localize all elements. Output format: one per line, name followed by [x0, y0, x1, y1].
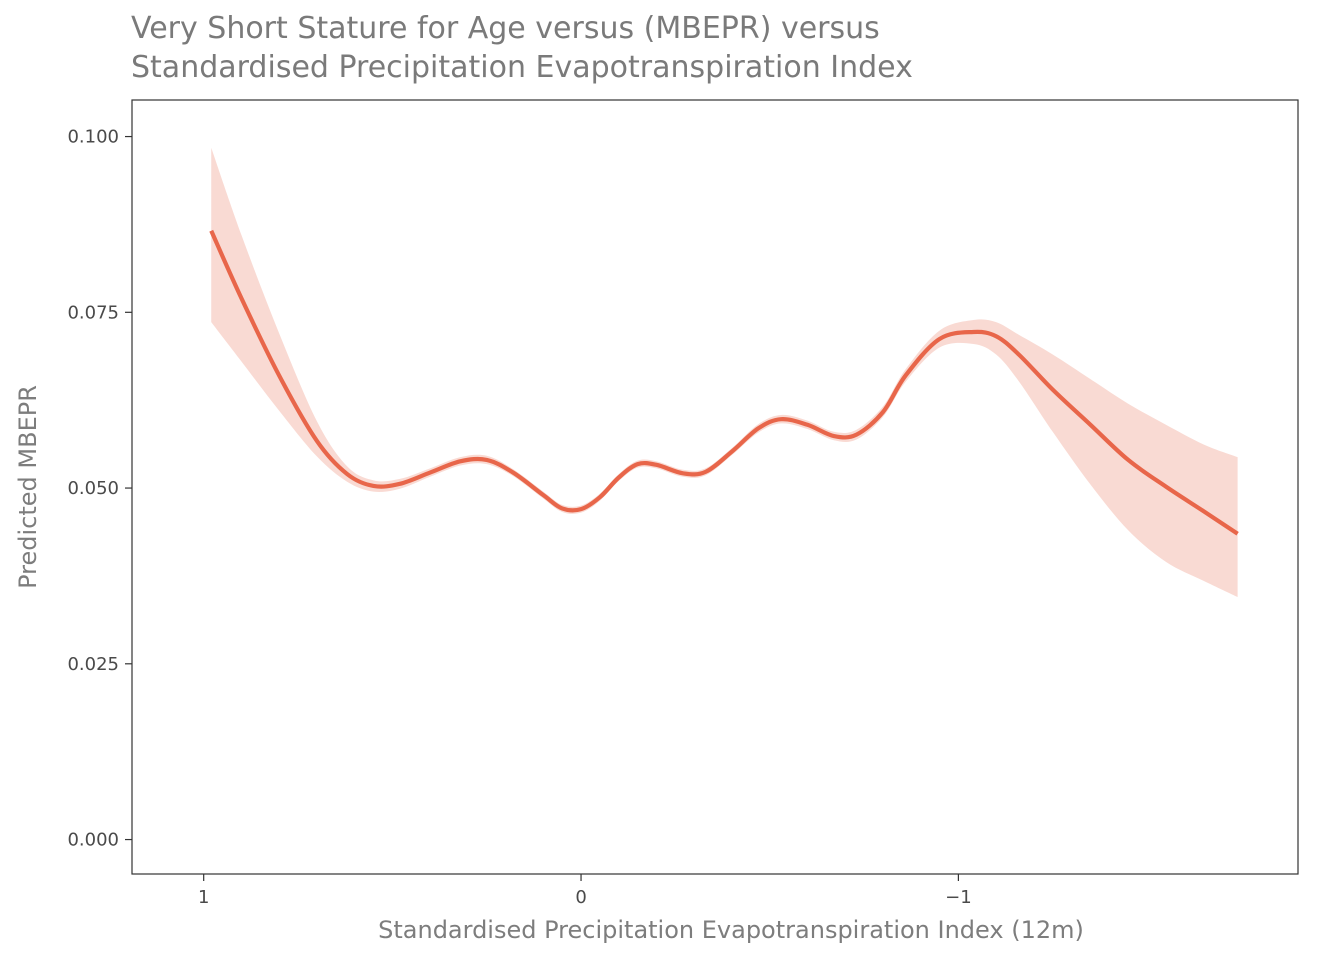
y-axis: 0.000 0.025 0.050 0.075 0.100 [67, 127, 132, 851]
y-axis-title: Predicted MBEPR [14, 385, 42, 589]
y-tick-label-1: 0.025 [67, 654, 119, 675]
y-tick-label-3: 0.075 [67, 302, 119, 323]
plot-frame [131, 99, 1299, 875]
plot-area [209, 147, 1239, 598]
x-tick-label-0: 1 [198, 887, 209, 908]
chart-title-line-1: Very Short Stature for Age versus (MBEPR… [131, 11, 880, 46]
y-tick-label-0: 0.000 [67, 830, 119, 851]
chart-title-line-2: Standardised Precipitation Evapotranspir… [131, 50, 913, 85]
x-axis: 1 0 −1 [198, 874, 972, 908]
y-tick-label-2: 0.050 [67, 478, 119, 499]
y-tick-label-4: 0.100 [67, 127, 119, 148]
confidence-ribbon-0 [211, 147, 1238, 598]
x-tick-label-1: 0 [575, 887, 586, 908]
series-line-0 [209, 229, 1239, 536]
x-axis-title: Standardised Precipitation Evapotranspir… [378, 916, 1084, 944]
x-tick-label-2: −1 [945, 887, 972, 908]
